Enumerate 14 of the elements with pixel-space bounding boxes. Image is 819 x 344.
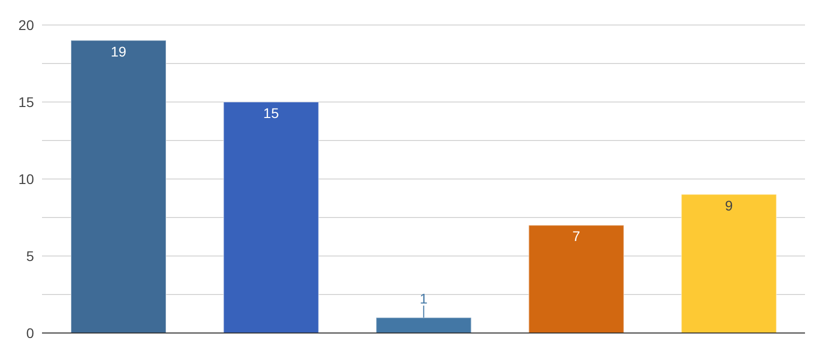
data-label: 9: [724, 197, 733, 214]
y-tick-label: 15: [18, 94, 34, 110]
data-label: 1: [420, 290, 428, 307]
data-label: 15: [263, 105, 280, 121]
bar: [680, 194, 777, 333]
y-tick-label: 5: [26, 248, 34, 264]
bar: [223, 102, 320, 333]
bar: [70, 40, 166, 333]
y-tick-label: 0: [26, 324, 34, 341]
bar: [528, 224, 624, 333]
y-tick-label: 10: [18, 170, 34, 187]
data-label: 19: [110, 43, 126, 60]
y-tick-label: 20: [18, 16, 34, 33]
data-label: 7: [572, 228, 580, 244]
